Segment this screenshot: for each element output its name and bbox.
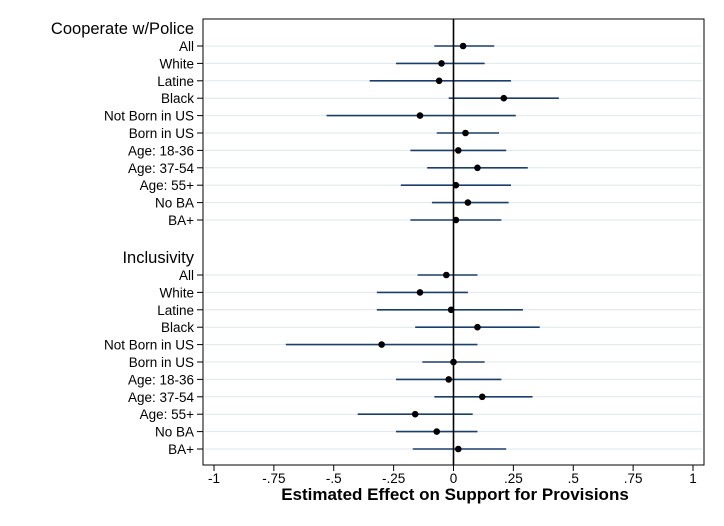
row-label: Age: 55+ [140, 178, 195, 193]
row-label: Latine [157, 74, 194, 89]
row-label: All [179, 268, 194, 283]
point-estimate [474, 164, 481, 172]
row-label: BA+ [168, 442, 194, 457]
row-label: No BA [155, 196, 194, 211]
point-estimate [454, 147, 462, 154]
point-estimate [433, 428, 441, 435]
x-tick-label: -1 [208, 471, 220, 486]
row-label: No BA [155, 425, 194, 440]
plot-layer: Cooperate w/PoliceAllWhiteLatineBlackNot… [51, 19, 702, 486]
point-estimate [411, 410, 419, 418]
point-estimate [478, 393, 486, 401]
row-label: Born in US [129, 355, 194, 370]
point-estimate [464, 199, 472, 206]
row-label: All [179, 39, 194, 54]
x-axis-title: Estimated Effect on Support for Provisio… [281, 485, 629, 504]
point-estimate [445, 376, 453, 383]
point-estimate [443, 271, 450, 279]
x-tick-label: -.25 [382, 471, 405, 486]
x-tick-label: -.5 [326, 471, 342, 486]
row-label: Age: 37-54 [128, 390, 195, 405]
x-tick-label: .75 [624, 471, 643, 486]
point-estimate [416, 112, 424, 119]
row-label: Latine [157, 303, 194, 318]
row-label: White [159, 56, 194, 71]
row-label: Age: 18-36 [128, 143, 194, 158]
row-label: White [159, 285, 194, 300]
x-tick-label: -.75 [262, 471, 285, 486]
row-label: BA+ [168, 213, 194, 228]
point-estimate [435, 77, 443, 85]
x-tick-label: .5 [568, 471, 579, 486]
x-tick-label: 1 [689, 471, 697, 486]
point-estimate [416, 289, 424, 296]
point-estimate [474, 323, 481, 331]
group-title: Inclusivity [122, 249, 194, 267]
x-tick-label: .25 [504, 471, 523, 486]
group-title: Cooperate w/Police [51, 20, 194, 38]
row-label: Age: 55+ [140, 407, 195, 422]
point-estimate [454, 445, 462, 453]
x-tick-label: 0 [450, 471, 458, 486]
point-estimate [438, 60, 445, 67]
row-label: Black [161, 320, 194, 335]
row-label: Not Born in US [104, 109, 194, 124]
row-label: Born in US [129, 126, 194, 141]
row-label: Age: 37-54 [128, 161, 195, 176]
point-estimate [378, 341, 385, 348]
point-estimate [459, 42, 467, 50]
row-label: Black [161, 91, 194, 106]
row-label: Not Born in US [104, 338, 194, 353]
point-estimate [500, 94, 508, 102]
row-label: Age: 18-36 [128, 372, 194, 387]
point-estimate [462, 129, 469, 137]
